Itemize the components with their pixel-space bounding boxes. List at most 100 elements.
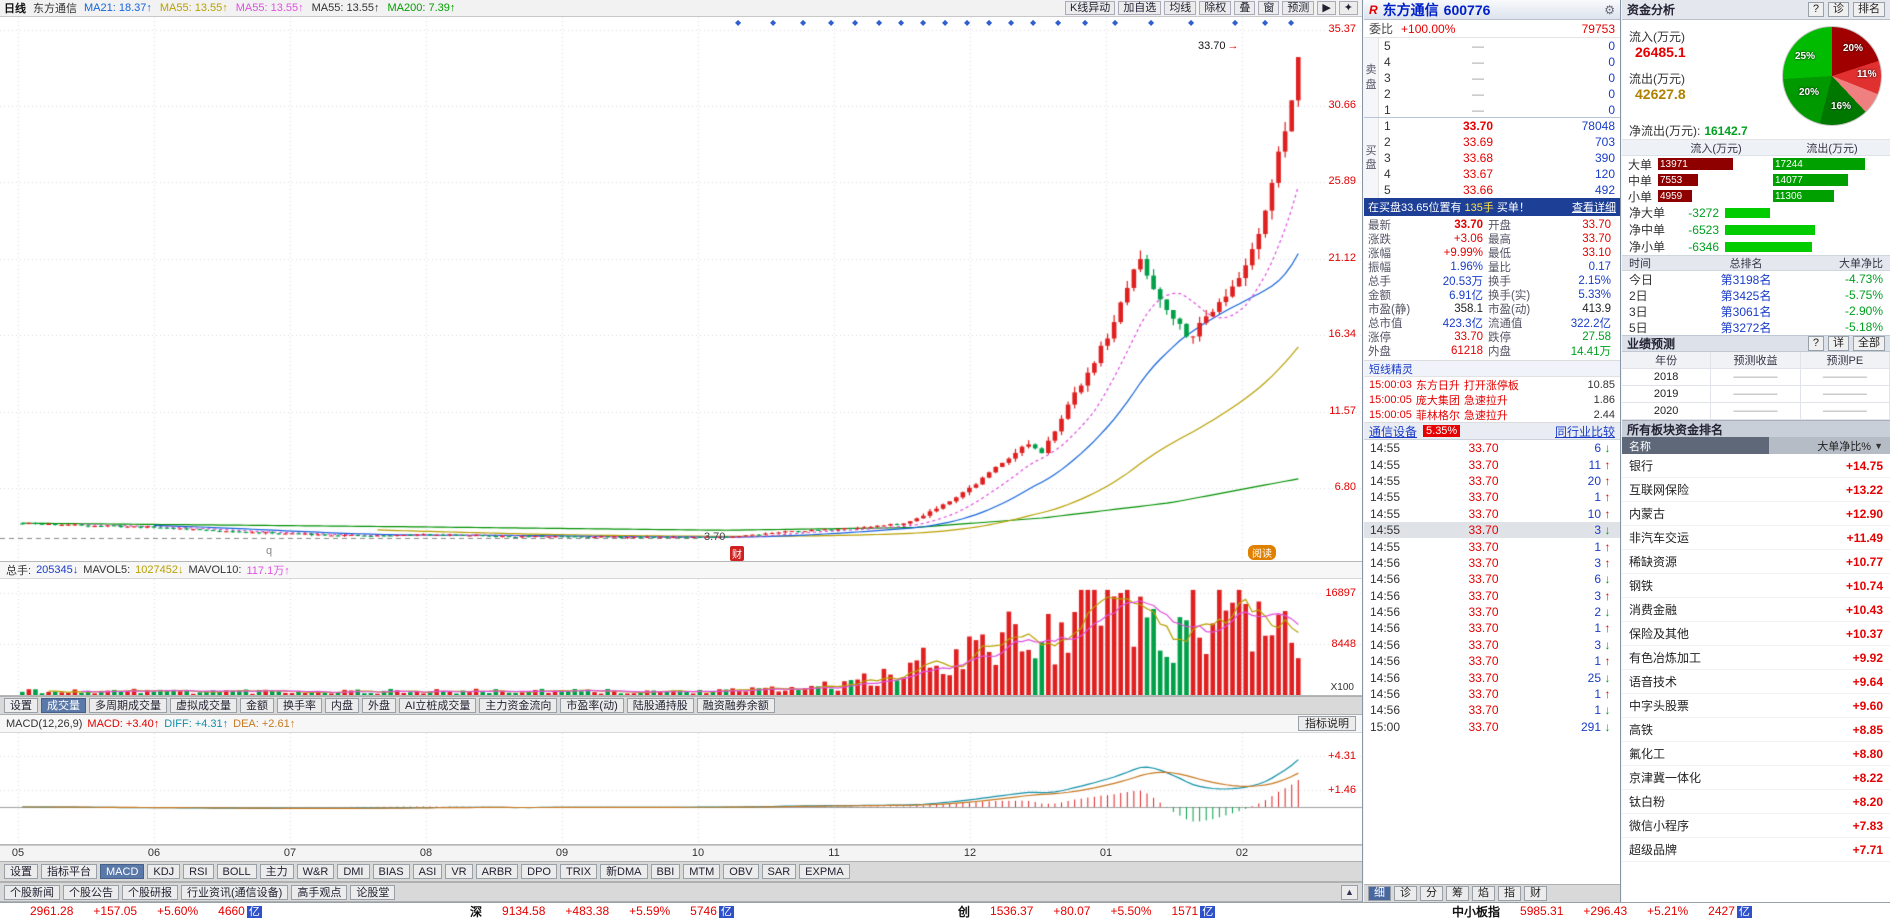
event-diamond-icon[interactable]: ◆: [942, 18, 949, 27]
event-diamond-icon[interactable]: ◆: [1262, 18, 1269, 27]
subchart-tab[interactable]: 内盘: [325, 698, 359, 713]
sector-row[interactable]: 超级品牌 +7.71: [1622, 838, 1890, 862]
sector-row[interactable]: 氟化工 +8.80: [1622, 742, 1890, 766]
tick-row[interactable]: 14:55 33.70 20 ↑: [1364, 473, 1620, 489]
indicator-tab[interactable]: SAR: [761, 864, 797, 879]
news-tab[interactable]: 行业资讯(通信设备): [181, 884, 289, 900]
ask-row[interactable]: 4 — 0: [1379, 54, 1620, 70]
indicator-tab[interactable]: W&R: [296, 864, 335, 879]
sector-row[interactable]: 银行 +14.75: [1622, 454, 1890, 478]
subchart-tab[interactable]: 成交量: [41, 698, 86, 713]
event-diamond-icon[interactable]: ◆: [770, 18, 777, 27]
indicator-tab[interactable]: MACD: [100, 864, 145, 879]
sector-row[interactable]: 非汽车交运 +11.49: [1622, 526, 1890, 550]
subchart-tab[interactable]: 陆股通持股: [626, 698, 694, 713]
subchart-tab[interactable]: 换手率: [277, 698, 322, 713]
sector-row[interactable]: 消费金融 +10.43: [1622, 598, 1890, 622]
price-chart-pane[interactable]: ◆ ◆ ◆ ◆ ◆ ◆ ◆ ◆ ◆ ◆ ◆ ◆ ◆ ◆ ◆ ◆ ◆ ◆ ◆ ◆ ◆ 35.37 30.66 25.89 21.…: [0, 17, 1362, 562]
sector-row[interactable]: 稀缺资源 +10.77: [1622, 550, 1890, 574]
tick-row[interactable]: 14:56 33.70 2 ↓: [1364, 604, 1620, 620]
sector-row[interactable]: 高铁 +8.85: [1622, 718, 1890, 742]
bid-row[interactable]: 5 33.66 492: [1379, 182, 1620, 198]
event-diamond-icon[interactable]: ◆: [1188, 18, 1195, 27]
indicator-tab[interactable]: BOLL: [216, 864, 257, 879]
subchart-tab[interactable]: 多周期成交量: [89, 698, 167, 713]
ranking-button[interactable]: 排名: [1853, 2, 1885, 17]
tick-row[interactable]: 14:56 33.70 3 ↑: [1364, 555, 1620, 571]
indicator-tab[interactable]: TRIX: [560, 864, 598, 879]
chart-toolbar-button[interactable]: 除权: [1199, 1, 1232, 15]
scroll-up-icon[interactable]: ▲: [1341, 884, 1358, 900]
indicator-tab[interactable]: KDJ: [147, 864, 181, 879]
index-quote-group[interactable]: 中小板指 5985.31 +296.43 +5.21% 2427 亿: [1452, 903, 1752, 918]
ask-row[interactable]: 2 — 0: [1379, 86, 1620, 102]
panel-mini-tab[interactable]: 诊: [1394, 886, 1417, 901]
indicator-tab[interactable]: OBV: [723, 864, 759, 879]
event-diamond-icon[interactable]: ◆: [876, 18, 883, 27]
tick-row[interactable]: 14:56 33.70 3 ↑: [1364, 588, 1620, 604]
event-diamond-icon[interactable]: ◆: [1232, 18, 1239, 27]
rank-row[interactable]: 今日 第3198名 -4.73%: [1622, 271, 1890, 287]
indicator-menu-button[interactable]: 设置: [4, 864, 38, 879]
tick-row[interactable]: 14:56 33.70 6 ↓: [1364, 571, 1620, 587]
tick-row[interactable]: 14:56 33.70 25 ↓: [1364, 669, 1620, 685]
volume-chart-canvas[interactable]: [0, 579, 1362, 695]
forward-icon[interactable]: ▶: [1317, 1, 1336, 15]
tick-row[interactable]: 14:56 33.70 3 ↓: [1364, 637, 1620, 653]
industry-compare-link[interactable]: 同行业比较: [1554, 424, 1615, 439]
chart-toolbar-button[interactable]: 预测: [1282, 1, 1315, 15]
rank-row[interactable]: 2日 第3425名 -5.75%: [1622, 287, 1890, 303]
industry-link[interactable]: 通信设备: [1369, 424, 1418, 439]
tick-row[interactable]: 14:55 33.70 1 ↑: [1364, 489, 1620, 505]
tick-row[interactable]: 14:55 33.70 11 ↑: [1364, 456, 1620, 472]
sector-value-header[interactable]: 大单净比% ▼: [1769, 437, 1890, 454]
marker-read-icon[interactable]: 阅读: [1248, 545, 1276, 560]
tick-row[interactable]: 14:55 33.70 3 ↓: [1364, 521, 1620, 539]
sector-row[interactable]: 互联网保险 +13.22: [1622, 478, 1890, 502]
subchart-tab[interactable]: 外盘: [362, 698, 396, 713]
period-label[interactable]: 日线: [4, 3, 26, 15]
subchart-tab[interactable]: AI立桩成交量: [399, 698, 477, 713]
indicator-menu-button[interactable]: 指标平台: [41, 864, 97, 879]
tick-row[interactable]: 14:56 33.70 1 ↓: [1364, 702, 1620, 718]
bid-row[interactable]: 3 33.68 390: [1379, 150, 1620, 166]
tick-row[interactable]: 14:56 33.70 1 ↑: [1364, 620, 1620, 636]
index-quote-group[interactable]: 深 9134.58 +483.38 +5.59% 5746 亿: [470, 903, 734, 918]
bid-row[interactable]: 4 33.67 120: [1379, 166, 1620, 182]
sprite-title[interactable]: 短线精灵: [1364, 361, 1620, 377]
subchart-tab[interactable]: 主力资金流向: [479, 698, 558, 713]
event-diamond-icon[interactable]: ◆: [800, 18, 807, 27]
indicator-tab[interactable]: VR: [445, 864, 473, 879]
event-diamond-icon[interactable]: ◆: [964, 18, 971, 27]
indicator-tab[interactable]: ASI: [412, 864, 443, 879]
news-tab[interactable]: 论股堂: [350, 884, 396, 900]
indicator-tab[interactable]: EXPMA: [799, 864, 850, 879]
event-diamond-icon[interactable]: ◆: [1112, 18, 1119, 27]
bid-row[interactable]: 1 33.70 78048: [1379, 118, 1620, 134]
price-chart-canvas[interactable]: [0, 17, 1362, 561]
marker-finance-icon[interactable]: 财: [730, 546, 744, 561]
event-diamond-icon[interactable]: ◆: [1288, 18, 1295, 27]
news-tab[interactable]: 个股新闻: [4, 884, 60, 900]
tick-row[interactable]: 14:56 33.70 1 ↑: [1364, 686, 1620, 702]
index-quote-group[interactable]: 创 1536.37 +80.07 +5.50% 1571 亿: [958, 903, 1216, 918]
sector-name-header[interactable]: 名称: [1622, 437, 1770, 454]
forecast-help-button[interactable]: ?: [1807, 336, 1824, 351]
gear-icon[interactable]: ⚙: [1604, 2, 1615, 17]
event-diamond-icon[interactable]: ◆: [1148, 18, 1155, 27]
event-diamond-icon[interactable]: ◆: [828, 18, 835, 27]
ask-row[interactable]: 1 — 0: [1379, 102, 1620, 118]
bid-row[interactable]: 2 33.69 703: [1379, 134, 1620, 150]
sector-row[interactable]: 中字头股票 +9.60: [1622, 694, 1890, 718]
sector-row[interactable]: 有色冶炼加工 +9.92: [1622, 646, 1890, 670]
tick-row[interactable]: 14:55 33.70 1 ↑: [1364, 538, 1620, 554]
macd-chart-canvas[interactable]: [0, 733, 1362, 844]
help-button[interactable]: ?: [1807, 2, 1824, 17]
indicator-tab[interactable]: BBI: [650, 864, 681, 879]
event-diamond-icon[interactable]: ◆: [735, 18, 742, 27]
subchart-tab[interactable]: 融资融券余额: [696, 698, 775, 713]
news-tab[interactable]: 个股公告: [63, 884, 119, 900]
indicator-tab[interactable]: ARBR: [475, 864, 519, 879]
diagnose-button[interactable]: 诊: [1828, 2, 1849, 17]
subchart-tab[interactable]: 虚拟成交量: [170, 698, 237, 713]
